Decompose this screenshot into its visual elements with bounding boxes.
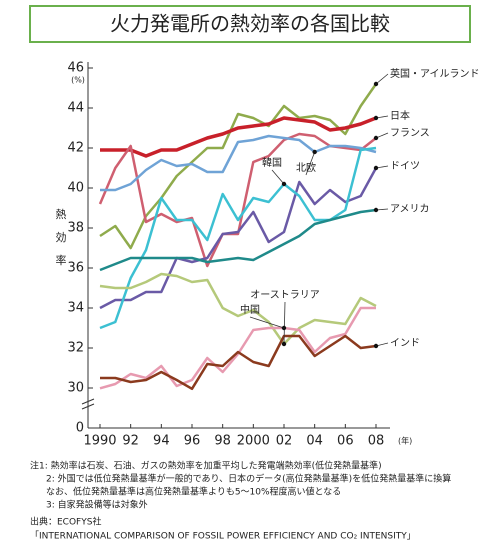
legend-label: フランス xyxy=(390,127,430,139)
note: 2: 外国では低位発熱量基準が一般的であり、日本のデータ(高位発熱量基準)を低位… xyxy=(46,473,451,485)
x-tick-label: 06 xyxy=(337,434,354,449)
y-tick-label: 46 xyxy=(67,61,84,76)
source: 「INTERNATIONAL COMPARISON OF FOSSIL POWE… xyxy=(30,531,416,542)
x-tick-label: 02 xyxy=(276,434,293,449)
x-tick-label: 1990 xyxy=(83,434,116,449)
y-unit: (%) xyxy=(71,76,85,85)
label-dot xyxy=(312,149,317,155)
label-dot xyxy=(373,343,379,349)
x-unit: (年) xyxy=(398,436,412,446)
leader-line xyxy=(249,316,285,329)
legend-label: 日本 xyxy=(390,109,410,122)
y-tick-label: 30 xyxy=(67,381,84,396)
note: 注1: 熱効率は石炭、石油、ガスの熱効率を加重平均した発電端熱効率(低位発熱量基… xyxy=(30,460,382,472)
label-dot xyxy=(373,135,379,141)
label-dot xyxy=(373,165,379,171)
label-dot xyxy=(281,325,287,331)
x-tick-label: 98 xyxy=(214,434,231,449)
y-tick-label: 34 xyxy=(67,301,84,316)
x-tick-label: 96 xyxy=(184,434,201,449)
y-tick-label: 38 xyxy=(67,221,84,236)
label-dot xyxy=(373,207,379,213)
legend-label: アメリカ xyxy=(390,203,430,215)
x-tick-label: 04 xyxy=(306,434,323,449)
leader-line xyxy=(271,169,285,185)
legend-label: ドイツ xyxy=(390,161,420,172)
series-line xyxy=(99,272,377,346)
legend-label: オーストラリア xyxy=(250,289,320,301)
series-line xyxy=(100,134,377,192)
x-tick-label: 92 xyxy=(122,434,139,449)
y-tick-label: 32 xyxy=(67,341,84,356)
y-tick-label: 0 xyxy=(76,421,84,436)
series-line xyxy=(99,208,377,272)
legend-label: 北欧 xyxy=(296,162,316,174)
label-dot xyxy=(373,115,379,121)
legend-label: 英国・アイルランド xyxy=(390,67,480,80)
label-dot xyxy=(281,341,287,347)
series-line xyxy=(100,334,377,391)
x-tick-label: 2000 xyxy=(237,434,270,449)
legend-label: インド xyxy=(390,338,420,349)
series-line xyxy=(99,306,376,390)
series-line xyxy=(100,116,377,158)
y-tick-label: 36 xyxy=(67,261,84,276)
series-line xyxy=(99,83,378,250)
y-tick-label: 40 xyxy=(67,181,84,196)
note: なお、低位発熱量基準は高位発熱量基準よりも5～10%程度高い値となる xyxy=(46,486,341,498)
leader-line xyxy=(305,151,316,176)
axis-break xyxy=(81,398,95,410)
y-tick-label: 42 xyxy=(67,141,84,156)
y-tick-label: 44 xyxy=(67,101,84,116)
chart-title: 火力発電所の熱効率の各国比較 xyxy=(110,12,390,36)
x-tick-label: 94 xyxy=(153,434,170,449)
leader-line xyxy=(283,301,286,345)
source: 出典：ECOFYS社 xyxy=(30,516,101,528)
title-box xyxy=(29,5,471,43)
x-tick-label: 08 xyxy=(368,434,385,449)
note: 3: 自家発設備等は対象外 xyxy=(46,499,148,511)
legend-label: 中国 xyxy=(240,303,260,316)
label-dot xyxy=(373,81,379,87)
label-dot xyxy=(281,181,287,187)
y-axis-label: 熱効率 xyxy=(54,208,67,277)
legend-label: 韓国 xyxy=(262,157,282,169)
series-line xyxy=(99,167,378,310)
leader-line xyxy=(375,73,389,85)
